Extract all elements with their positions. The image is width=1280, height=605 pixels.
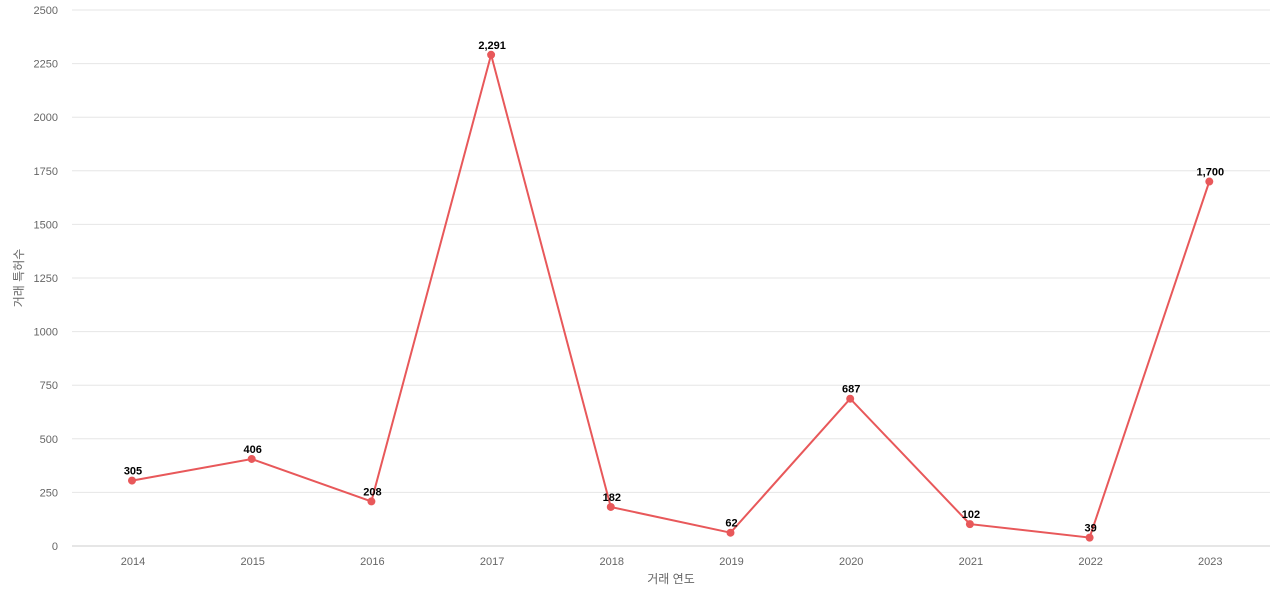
x-tick-label: 2014 (121, 556, 145, 568)
data-point[interactable] (606, 502, 615, 511)
data-point[interactable] (367, 497, 376, 506)
x-tick-label: 2022 (1078, 556, 1102, 568)
data-points (128, 50, 1214, 542)
y-tick-label: 2250 (34, 59, 58, 71)
data-label: 62 (725, 518, 737, 530)
x-tick-label: 2023 (1198, 556, 1222, 568)
data-label: 182 (603, 492, 621, 504)
data-point[interactable] (1085, 533, 1094, 542)
data-label: 2,291 (478, 40, 506, 52)
y-tick-label: 1500 (34, 219, 58, 231)
data-point[interactable] (846, 394, 855, 403)
data-point[interactable] (965, 520, 974, 529)
x-axis-title: 거래 연도 (647, 572, 695, 586)
data-point[interactable] (726, 528, 735, 537)
data-label: 1,700 (1197, 167, 1225, 179)
x-tick-label: 2017 (480, 556, 504, 568)
y-tick-label: 0 (52, 541, 58, 553)
data-label: 305 (124, 466, 142, 478)
y-tick-label: 750 (40, 380, 58, 392)
data-label: 208 (363, 486, 381, 498)
y-tick-label: 1250 (34, 273, 58, 285)
x-tick-label: 2019 (719, 556, 743, 568)
data-label: 102 (962, 509, 980, 521)
grid (72, 9, 1270, 493)
x-tick-label: 2018 (600, 556, 624, 568)
data-point[interactable] (247, 454, 256, 463)
data-point[interactable] (1205, 177, 1214, 186)
data-labels: 305 406 208 2,291 182 62 687 102 39 1,700 (124, 40, 1224, 535)
y-tick-label: 1750 (34, 166, 58, 178)
y-tick-label: 1000 (34, 327, 58, 339)
data-label: 406 (244, 444, 262, 456)
y-tick-label: 250 (40, 487, 58, 499)
y-tick-label: 2000 (34, 112, 58, 124)
data-label: 687 (842, 384, 860, 396)
series-line (131, 50, 1211, 539)
x-axis-ticks: 2014 2015 2016 2017 2018 2019 2020 2021 2022 2023 (121, 556, 1223, 568)
data-point[interactable] (487, 50, 496, 59)
y-axis-ticks: 0 250 500 750 1000 1250 1500 1750 2000 2250 2500 (34, 5, 58, 553)
y-axis-title: 거래 특허수 (12, 249, 26, 308)
x-tick-label: 2015 (240, 556, 264, 568)
data-point[interactable] (128, 476, 136, 485)
x-tick-label: 2020 (839, 556, 863, 568)
data-label: 39 (1084, 523, 1096, 535)
x-tick-label: 2016 (360, 556, 384, 568)
y-tick-label: 500 (40, 434, 58, 446)
y-tick-label: 2500 (34, 5, 58, 17)
x-tick-label: 2021 (959, 556, 983, 568)
